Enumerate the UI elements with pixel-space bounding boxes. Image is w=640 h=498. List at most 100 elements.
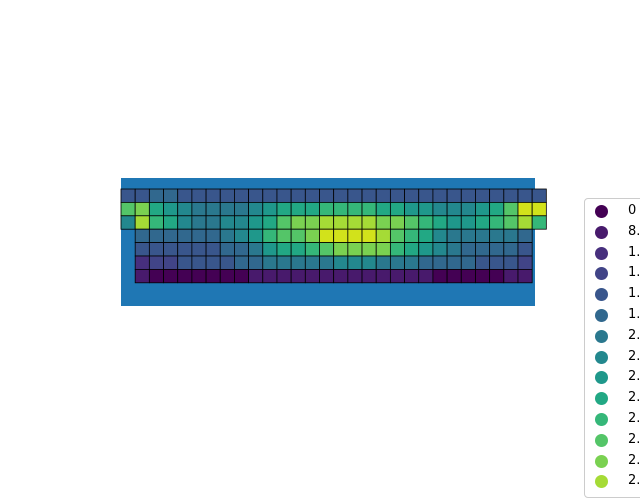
heatmap-cell: [163, 228, 179, 243]
legend-label: 2.: [628, 327, 640, 343]
heatmap-cell: [489, 228, 505, 243]
heatmap-cell: [446, 201, 462, 217]
heatmap-cell: [404, 201, 420, 217]
heatmap-cell: [177, 188, 193, 203]
heatmap-cell: [418, 268, 434, 284]
heatmap-cell: [375, 228, 391, 243]
heatmap-cell: [503, 268, 519, 284]
heatmap-cells: [120, 188, 547, 284]
heatmap-cell: [234, 268, 249, 284]
heatmap-cell: [191, 215, 207, 230]
heatmap-cell: [148, 201, 164, 217]
heatmap-cell: [262, 188, 278, 203]
heatmap-cell: [446, 188, 462, 203]
heatmap-cell: [290, 268, 306, 284]
heatmap-cell: [446, 228, 462, 243]
legend-item: 2.: [585, 451, 640, 471]
legend-item: 1.: [585, 263, 640, 283]
heatmap-cell: [134, 188, 150, 203]
heatmap-cell: [503, 215, 519, 230]
heatmap-cell: [361, 228, 377, 243]
heatmap-cell: [460, 201, 476, 217]
heatmap-cell: [276, 201, 292, 217]
legend-marker: [595, 225, 608, 239]
heatmap-cell: [489, 188, 505, 203]
heatmap-cell: [531, 201, 547, 217]
heatmap-cell: [460, 215, 476, 230]
heatmap-cell: [290, 242, 306, 257]
heatmap-cell: [347, 215, 363, 230]
heatmap-cell: [517, 268, 533, 284]
heatmap-cell: [333, 255, 349, 270]
heatmap-cell: [489, 255, 505, 270]
heatmap-cell: [177, 215, 193, 230]
heatmap-cell: [489, 268, 505, 284]
heatmap-cell: [375, 201, 391, 217]
heatmap-cell: [460, 188, 476, 203]
heatmap-cell: [319, 242, 335, 257]
legend-marker: [595, 392, 608, 406]
heatmap-cell: [134, 255, 150, 270]
legend-marker: [595, 371, 608, 385]
heatmap-cell: [148, 188, 164, 203]
heatmap-cell: [404, 242, 420, 257]
legend-label: 1.: [628, 307, 640, 322]
heatmap-cell: [304, 255, 320, 270]
heatmap-cell: [163, 268, 179, 284]
heatmap-cell: [248, 228, 264, 243]
legend-item: 2.: [585, 367, 640, 387]
heatmap-cell: [375, 215, 391, 230]
heatmap-cell: [304, 188, 320, 203]
heatmap-cell: [375, 255, 391, 270]
heatmap-cell: [446, 255, 462, 270]
legend-item: 1.: [585, 243, 640, 263]
legend-label: 2.: [628, 390, 640, 406]
legend-item: 2.: [585, 409, 640, 429]
heatmap-cell: [262, 201, 278, 217]
heatmap-cell: [319, 188, 335, 203]
heatmap-cell: [134, 215, 150, 230]
heatmap-cell: [262, 255, 278, 270]
heatmap-cell: [503, 201, 519, 217]
heatmap-cell: [319, 228, 335, 243]
heatmap-cell: [262, 228, 278, 243]
heatmap-cell: [475, 255, 491, 270]
heatmap-cell: [361, 215, 377, 230]
heatmap-cell: [163, 255, 179, 270]
heatmap-cell: [347, 188, 363, 203]
heatmap-cell: [205, 188, 221, 203]
heatmap-cell: [205, 268, 221, 284]
heatmap-cell: [319, 268, 335, 284]
heatmap-cell: [404, 228, 420, 243]
legend-marker: [595, 413, 608, 426]
legend-marker: [595, 205, 608, 218]
legend-item: 8.: [585, 222, 640, 242]
heatmap-cell: [503, 228, 519, 243]
heatmap-cell: [432, 255, 448, 270]
heatmap-cell: [290, 201, 306, 217]
heatmap-cell: [389, 268, 405, 284]
heatmap-cell: [290, 188, 306, 203]
heatmap-cell: [304, 242, 320, 257]
legend-label: 2.: [628, 369, 640, 385]
heatmap-cell: [418, 188, 434, 203]
heatmap-cell: [389, 215, 405, 230]
heatmap-cell: [234, 188, 249, 203]
legend: 0 8. 1. 1. 1. 1. 2. 2. 2. 2. 2. 2. 2. 2.: [584, 198, 640, 498]
heatmap-cell: [120, 201, 136, 217]
heatmap-cell: [460, 242, 476, 257]
heatmap-cell: [248, 215, 264, 230]
heatmap-cell: [148, 228, 164, 243]
legend-marker: [595, 350, 608, 364]
heatmap-cell: [432, 215, 448, 230]
heatmap-cell: [446, 242, 462, 257]
heatmap-cell: [475, 201, 491, 217]
heatmap-cell: [148, 242, 164, 257]
heatmap-cell: [276, 255, 292, 270]
heatmap-cell: [347, 268, 363, 284]
heatmap-cell: [389, 188, 405, 203]
legend-label: 2.: [628, 452, 640, 468]
heatmap-cell: [205, 228, 221, 243]
legend-label: 8.: [628, 223, 640, 239]
heatmap-cell: [389, 242, 405, 257]
